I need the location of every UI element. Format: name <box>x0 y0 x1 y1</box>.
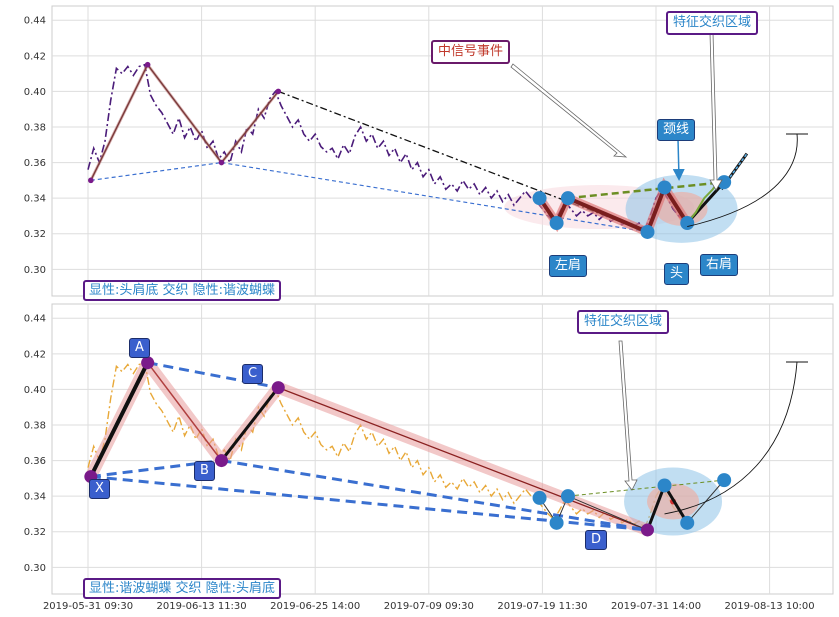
panel-1-ytick-0: 0.30 <box>24 563 46 574</box>
panel-0-ytick-6: 0.42 <box>24 51 46 62</box>
bottom-harmonic-pivot-1 <box>141 356 155 370</box>
bottom-xa-line <box>89 361 150 478</box>
point-label-x: X <box>89 479 110 499</box>
panel-1-ytick-4: 0.38 <box>24 420 46 431</box>
bottom-panel-description: 显性:谐波蝴蝶 交织 隐性:头肩底 <box>83 578 282 599</box>
bottom-harmonic-pivot-3 <box>271 381 285 395</box>
bottom-neckline <box>567 479 725 497</box>
top-harmonic-pivot-2 <box>218 159 225 166</box>
x-tick-label-6: 2019-08-13 10:00 <box>725 601 815 612</box>
x-tick-label-1: 2019-06-13 11:30 <box>157 601 247 612</box>
bottom-bd-dash <box>221 459 648 532</box>
bottom-hs-left <box>539 495 648 531</box>
top-cd-dashdot <box>278 90 648 233</box>
x-tick-label-4: 2019-07-19 11:30 <box>497 601 587 612</box>
top-bd-dash <box>221 161 648 233</box>
top-harmonic-line <box>90 63 279 181</box>
signal-event-arrow <box>510 63 628 158</box>
left-shoulder-label: 左肩 <box>549 255 588 277</box>
top-hs-pivot-0 <box>532 191 547 206</box>
bottom-bc-line <box>220 386 280 462</box>
top-hs-pivot-5 <box>680 216 695 231</box>
bottom-hs-pivot-1 <box>549 515 564 530</box>
panel-0-ytick-2: 0.34 <box>24 194 46 205</box>
bottom-harmonic-pivot-4 <box>640 523 654 537</box>
bottom-hs-pivot-6 <box>717 473 732 488</box>
top-harmonic-pivot-1 <box>144 61 151 68</box>
panel-1-ytick-2: 0.34 <box>24 492 46 503</box>
top-hs-pivot-1 <box>549 216 564 231</box>
panel-1-ytick-1: 0.32 <box>24 527 46 538</box>
panel-0-ytick-5: 0.40 <box>24 87 46 98</box>
bottom-xb-dash <box>90 459 222 479</box>
panel-1-ytick-7: 0.44 <box>24 314 46 325</box>
top-harmonic-pivot-3 <box>275 88 282 95</box>
feature-zone-label-top: 特征交织区域 <box>666 11 759 35</box>
bottom-harmonic-pivot-2 <box>214 454 228 468</box>
x-tick-label-3: 2019-07-09 09:30 <box>384 601 474 612</box>
panel-0-ytick-4: 0.38 <box>24 122 46 133</box>
x-tick-label-2: 2019-06-25 14:00 <box>270 601 360 612</box>
top-projection-curve <box>687 133 798 228</box>
bottom-cd-line <box>278 387 648 531</box>
bottom-hs-pivot-4 <box>657 478 672 493</box>
top-xb-dash <box>90 161 222 181</box>
top-hs-pivot-3 <box>640 224 655 239</box>
signal-event-label: 中信号事件 <box>431 40 511 64</box>
bottom-hs-pivot-5 <box>680 515 695 530</box>
panel-1-ytick-6: 0.42 <box>24 349 46 360</box>
x-tick-label-5: 2019-07-31 14:00 <box>611 601 701 612</box>
panel-0-ytick-1: 0.32 <box>24 229 46 240</box>
point-label-d: D <box>585 530 608 550</box>
point-label-a: A <box>129 338 150 358</box>
bottom-projection-curve <box>664 361 798 515</box>
panel-0-ytick-3: 0.36 <box>24 158 46 169</box>
bottom-hs-pivot-0 <box>532 490 547 505</box>
top-harmonic-pivot-0 <box>88 177 94 184</box>
neckline-label: 颈线 <box>657 119 696 141</box>
feature-zone-arrow-bottom <box>618 340 638 491</box>
top-hs-pivot-6 <box>717 175 732 190</box>
top-hs-pivot-2 <box>560 191 575 206</box>
top-panel-description: 显性:头肩底 交织 隐性:谐波蝴蝶 <box>83 280 282 301</box>
point-label-c: C <box>242 364 264 384</box>
head-label: 头 <box>664 263 690 285</box>
right-shoulder-label: 右肩 <box>700 254 739 276</box>
feature-zone-label-bottom: 特征交织区域 <box>577 310 670 334</box>
x-tick-label-0: 2019-05-31 09:30 <box>43 601 133 612</box>
neckline-arrow <box>672 138 685 181</box>
point-label-b: B <box>194 461 215 481</box>
feature-zone-arrow-top <box>709 32 723 191</box>
panel-0-ytick-0: 0.30 <box>24 265 46 276</box>
top-neckline <box>567 180 725 200</box>
top-hs-pivot-4 <box>657 180 672 195</box>
panel-1-ytick-3: 0.36 <box>24 456 46 467</box>
panel-1-ytick-5: 0.40 <box>24 385 46 396</box>
panel-0-ytick-7: 0.44 <box>24 16 46 27</box>
bottom-ac-dash <box>147 361 279 390</box>
bottom-hs-pivot-2 <box>560 489 575 504</box>
